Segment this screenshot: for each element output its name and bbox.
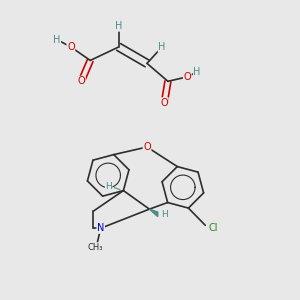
Text: O: O bbox=[77, 76, 85, 86]
Text: H: H bbox=[115, 21, 122, 31]
Text: O: O bbox=[160, 98, 168, 108]
Text: O: O bbox=[143, 142, 151, 152]
Text: H: H bbox=[161, 210, 168, 219]
Text: O: O bbox=[184, 72, 191, 82]
Text: O: O bbox=[67, 42, 75, 52]
Text: N: N bbox=[97, 223, 104, 233]
Text: CH₃: CH₃ bbox=[87, 242, 103, 251]
Polygon shape bbox=[149, 209, 158, 217]
Text: H: H bbox=[158, 42, 166, 52]
Text: H: H bbox=[105, 182, 112, 190]
Text: H: H bbox=[53, 34, 61, 44]
Text: Cl: Cl bbox=[209, 223, 218, 232]
Text: H: H bbox=[194, 67, 201, 77]
